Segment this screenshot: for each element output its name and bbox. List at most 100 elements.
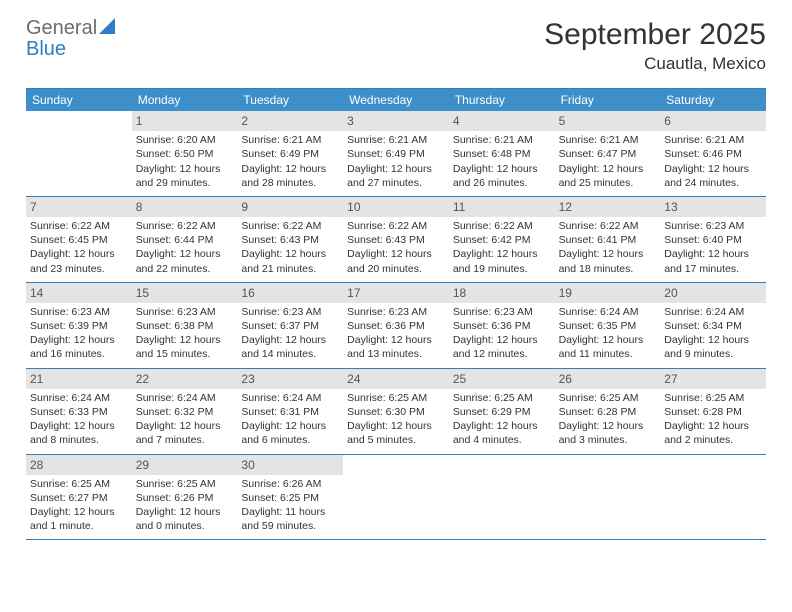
sunrise-text: Sunrise: 6:22 AM [241, 219, 339, 233]
day-cell: 4Sunrise: 6:21 AMSunset: 6:48 PMDaylight… [449, 111, 555, 196]
sunset-text: Sunset: 6:30 PM [347, 405, 445, 419]
daylight-text: Daylight: 12 hours and 15 minutes. [136, 333, 234, 361]
sunrise-text: Sunrise: 6:25 AM [30, 477, 128, 491]
weeks-container: 1Sunrise: 6:20 AMSunset: 6:50 PMDaylight… [26, 111, 766, 540]
day-content: Sunrise: 6:22 AMSunset: 6:44 PMDaylight:… [136, 219, 234, 276]
sunrise-text: Sunrise: 6:22 AM [453, 219, 551, 233]
day-cell: 16Sunrise: 6:23 AMSunset: 6:37 PMDayligh… [237, 283, 343, 368]
day-number: 10 [343, 197, 449, 217]
daylight-text: Daylight: 12 hours and 22 minutes. [136, 247, 234, 275]
day-number: 1 [132, 111, 238, 131]
week-row: 1Sunrise: 6:20 AMSunset: 6:50 PMDaylight… [26, 111, 766, 197]
sunrise-text: Sunrise: 6:23 AM [136, 305, 234, 319]
day-content: Sunrise: 6:24 AMSunset: 6:31 PMDaylight:… [241, 391, 339, 448]
day-number [26, 111, 132, 115]
day-content: Sunrise: 6:25 AMSunset: 6:27 PMDaylight:… [30, 477, 128, 534]
sunset-text: Sunset: 6:50 PM [136, 147, 234, 161]
sunrise-text: Sunrise: 6:25 AM [136, 477, 234, 491]
sunrise-text: Sunrise: 6:23 AM [347, 305, 445, 319]
day-content: Sunrise: 6:21 AMSunset: 6:48 PMDaylight:… [453, 133, 551, 190]
daylight-text: Daylight: 12 hours and 8 minutes. [30, 419, 128, 447]
day-cell: 15Sunrise: 6:23 AMSunset: 6:38 PMDayligh… [132, 283, 238, 368]
sunrise-text: Sunrise: 6:24 AM [241, 391, 339, 405]
sunset-text: Sunset: 6:37 PM [241, 319, 339, 333]
day-content: Sunrise: 6:24 AMSunset: 6:32 PMDaylight:… [136, 391, 234, 448]
day-cell: 9Sunrise: 6:22 AMSunset: 6:43 PMDaylight… [237, 197, 343, 282]
day-content: Sunrise: 6:22 AMSunset: 6:43 PMDaylight:… [347, 219, 445, 276]
sunrise-text: Sunrise: 6:23 AM [241, 305, 339, 319]
sunset-text: Sunset: 6:31 PM [241, 405, 339, 419]
day-cell: 29Sunrise: 6:25 AMSunset: 6:26 PMDayligh… [132, 455, 238, 540]
sunrise-text: Sunrise: 6:22 AM [559, 219, 657, 233]
day-cell: 14Sunrise: 6:23 AMSunset: 6:39 PMDayligh… [26, 283, 132, 368]
day-number: 30 [237, 455, 343, 475]
weekday-row: Sunday Monday Tuesday Wednesday Thursday… [26, 89, 766, 111]
day-cell [555, 455, 661, 540]
day-cell: 8Sunrise: 6:22 AMSunset: 6:44 PMDaylight… [132, 197, 238, 282]
sunset-text: Sunset: 6:38 PM [136, 319, 234, 333]
daylight-text: Daylight: 12 hours and 17 minutes. [664, 247, 762, 275]
day-number: 5 [555, 111, 661, 131]
day-number: 17 [343, 283, 449, 303]
day-cell: 21Sunrise: 6:24 AMSunset: 6:33 PMDayligh… [26, 369, 132, 454]
day-cell: 2Sunrise: 6:21 AMSunset: 6:49 PMDaylight… [237, 111, 343, 196]
daylight-text: Daylight: 12 hours and 24 minutes. [664, 162, 762, 190]
day-number: 3 [343, 111, 449, 131]
daylight-text: Daylight: 12 hours and 16 minutes. [30, 333, 128, 361]
weekday-thursday: Thursday [449, 89, 555, 111]
day-cell: 18Sunrise: 6:23 AMSunset: 6:36 PMDayligh… [449, 283, 555, 368]
day-cell: 23Sunrise: 6:24 AMSunset: 6:31 PMDayligh… [237, 369, 343, 454]
day-content: Sunrise: 6:23 AMSunset: 6:36 PMDaylight:… [453, 305, 551, 362]
daylight-text: Daylight: 12 hours and 5 minutes. [347, 419, 445, 447]
sunset-text: Sunset: 6:49 PM [347, 147, 445, 161]
day-cell: 12Sunrise: 6:22 AMSunset: 6:41 PMDayligh… [555, 197, 661, 282]
sunrise-text: Sunrise: 6:21 AM [664, 133, 762, 147]
daylight-text: Daylight: 12 hours and 9 minutes. [664, 333, 762, 361]
day-cell: 19Sunrise: 6:24 AMSunset: 6:35 PMDayligh… [555, 283, 661, 368]
day-cell: 22Sunrise: 6:24 AMSunset: 6:32 PMDayligh… [132, 369, 238, 454]
day-content: Sunrise: 6:25 AMSunset: 6:28 PMDaylight:… [559, 391, 657, 448]
sunrise-text: Sunrise: 6:24 AM [664, 305, 762, 319]
daylight-text: Daylight: 11 hours and 59 minutes. [241, 505, 339, 533]
sunrise-text: Sunrise: 6:21 AM [347, 133, 445, 147]
day-content: Sunrise: 6:23 AMSunset: 6:38 PMDaylight:… [136, 305, 234, 362]
day-cell [660, 455, 766, 540]
day-number: 29 [132, 455, 238, 475]
day-cell: 17Sunrise: 6:23 AMSunset: 6:36 PMDayligh… [343, 283, 449, 368]
sunrise-text: Sunrise: 6:22 AM [30, 219, 128, 233]
daylight-text: Daylight: 12 hours and 29 minutes. [136, 162, 234, 190]
weekday-saturday: Saturday [660, 89, 766, 111]
sunset-text: Sunset: 6:35 PM [559, 319, 657, 333]
day-cell [343, 455, 449, 540]
day-cell: 3Sunrise: 6:21 AMSunset: 6:49 PMDaylight… [343, 111, 449, 196]
day-cell: 10Sunrise: 6:22 AMSunset: 6:43 PMDayligh… [343, 197, 449, 282]
sunset-text: Sunset: 6:34 PM [664, 319, 762, 333]
sunrise-text: Sunrise: 6:25 AM [347, 391, 445, 405]
sunrise-text: Sunrise: 6:24 AM [136, 391, 234, 405]
sunset-text: Sunset: 6:29 PM [453, 405, 551, 419]
sunrise-text: Sunrise: 6:23 AM [30, 305, 128, 319]
weekday-sunday: Sunday [26, 89, 132, 111]
sunset-text: Sunset: 6:33 PM [30, 405, 128, 419]
sunrise-text: Sunrise: 6:22 AM [136, 219, 234, 233]
day-content: Sunrise: 6:23 AMSunset: 6:40 PMDaylight:… [664, 219, 762, 276]
sunrise-text: Sunrise: 6:26 AM [241, 477, 339, 491]
day-number: 12 [555, 197, 661, 217]
day-cell: 28Sunrise: 6:25 AMSunset: 6:27 PMDayligh… [26, 455, 132, 540]
daylight-text: Daylight: 12 hours and 4 minutes. [453, 419, 551, 447]
day-content: Sunrise: 6:25 AMSunset: 6:30 PMDaylight:… [347, 391, 445, 448]
sunrise-text: Sunrise: 6:20 AM [136, 133, 234, 147]
day-cell: 25Sunrise: 6:25 AMSunset: 6:29 PMDayligh… [449, 369, 555, 454]
weekday-tuesday: Tuesday [237, 89, 343, 111]
sunset-text: Sunset: 6:45 PM [30, 233, 128, 247]
day-content: Sunrise: 6:21 AMSunset: 6:49 PMDaylight:… [241, 133, 339, 190]
weekday-monday: Monday [132, 89, 238, 111]
day-content: Sunrise: 6:23 AMSunset: 6:39 PMDaylight:… [30, 305, 128, 362]
daylight-text: Daylight: 12 hours and 14 minutes. [241, 333, 339, 361]
week-row: 7Sunrise: 6:22 AMSunset: 6:45 PMDaylight… [26, 197, 766, 283]
day-number: 8 [132, 197, 238, 217]
week-row: 28Sunrise: 6:25 AMSunset: 6:27 PMDayligh… [26, 455, 766, 541]
day-content: Sunrise: 6:21 AMSunset: 6:47 PMDaylight:… [559, 133, 657, 190]
day-cell: 1 Sunrise: 6:20 AMSunset: 6:50 PMDaylight… [132, 111, 238, 196]
day-content: Sunrise: 6:25 AMSunset: 6:28 PMDaylight:… [664, 391, 762, 448]
